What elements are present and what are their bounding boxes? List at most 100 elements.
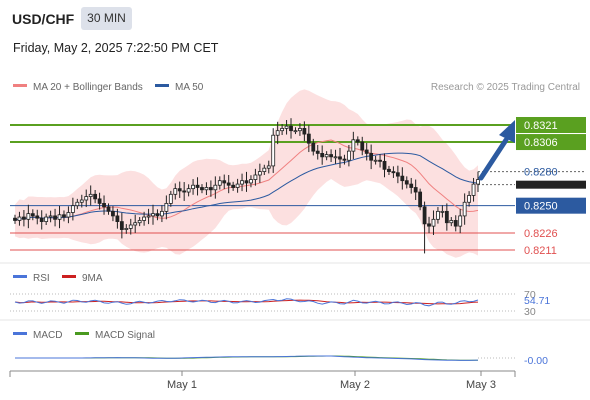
candle-body xyxy=(324,154,329,158)
forecast-arrow-shaft xyxy=(478,137,509,181)
candle-body xyxy=(289,125,293,132)
candle-body xyxy=(431,218,436,227)
candle-body xyxy=(142,216,147,221)
candle-body xyxy=(124,228,129,230)
resistance-label-box xyxy=(516,134,586,151)
candle-body xyxy=(39,217,44,222)
candle-body xyxy=(93,193,98,200)
forecast-arrow xyxy=(478,120,515,181)
candle-body xyxy=(235,183,240,188)
candle-body xyxy=(30,213,35,217)
macd-value-label: -0.00 xyxy=(524,355,548,367)
candle-body xyxy=(471,183,476,196)
x-tick-label: May 2 xyxy=(340,379,370,391)
ma50-legend-swatch xyxy=(155,84,169,87)
interval-badge[interactable]: 30 MIN xyxy=(81,7,132,30)
candle-body xyxy=(213,184,218,191)
candle-body xyxy=(315,150,320,154)
candle-body xyxy=(115,215,120,222)
candle-body xyxy=(26,213,31,220)
candle-body xyxy=(422,206,427,225)
candle-body xyxy=(404,180,409,185)
forecast-arrow-head xyxy=(499,120,515,143)
candle-body xyxy=(329,154,333,158)
candle-body xyxy=(311,142,316,152)
candle-body xyxy=(306,133,311,144)
candle-body xyxy=(320,153,325,158)
candle-body xyxy=(338,156,342,160)
candle-body xyxy=(133,222,138,226)
candle-body xyxy=(244,180,249,184)
symbol-title: USD/CHF xyxy=(12,11,75,27)
chart-datetime: Friday, May 2, 2025 7:22:50 PM CET xyxy=(13,41,219,55)
rsi-legend-label: RSI xyxy=(33,273,50,284)
candle-body xyxy=(155,213,160,217)
candle-body xyxy=(128,224,133,229)
resistance-label: 0.8306 xyxy=(524,137,558,149)
macd-line xyxy=(15,355,479,361)
candle-body xyxy=(231,184,236,188)
candle-body xyxy=(382,160,387,170)
pivot-label: 0.8250 xyxy=(524,201,558,213)
candle-body xyxy=(222,180,227,184)
ma50-line xyxy=(14,152,479,221)
candle-body xyxy=(195,184,200,188)
support-label: 0.8211 xyxy=(524,245,557,257)
ma20-legend-swatch xyxy=(13,84,27,87)
candle-body xyxy=(17,216,22,221)
x-tick-label: May 1 xyxy=(167,379,197,391)
candle-body xyxy=(57,214,62,220)
candle-body xyxy=(266,165,271,169)
candle-body xyxy=(355,139,360,143)
resistance-label-box xyxy=(516,117,586,133)
candle-body xyxy=(378,159,382,162)
candle-body xyxy=(119,221,124,230)
candle-body xyxy=(186,188,191,193)
candle-body xyxy=(351,139,356,152)
rsi-level-30: 30 xyxy=(524,306,536,318)
candle-body xyxy=(62,214,66,218)
candle-body xyxy=(476,179,480,185)
candle-body xyxy=(75,201,80,207)
rsi-legend-swatch xyxy=(13,275,27,278)
candle-body xyxy=(106,206,111,212)
candle-body xyxy=(35,215,40,219)
current-price-label: 0.8280 xyxy=(524,167,558,179)
macd-legend-label: MACD xyxy=(33,330,62,341)
resistance-label: 0.8321 xyxy=(524,120,558,132)
candle-body xyxy=(346,150,351,161)
candle-body xyxy=(364,149,369,154)
candle-body xyxy=(70,205,75,213)
chart-header: USD/CHF 30 MIN Friday, May 2, 2025 7:22:… xyxy=(0,0,590,70)
candle-body xyxy=(22,216,26,220)
x-axis-ticks: May 1 May 2 May 3 xyxy=(167,371,496,391)
candle-body xyxy=(373,159,378,162)
candle-body xyxy=(173,188,178,195)
rsi-value-label: 54.71 xyxy=(524,295,550,307)
candle-body xyxy=(271,134,276,167)
candle-body xyxy=(84,196,89,201)
candle-body xyxy=(391,171,396,174)
candle-body xyxy=(453,220,458,227)
candle-body xyxy=(280,128,285,132)
candle-body xyxy=(146,215,151,218)
candle-body xyxy=(168,193,173,204)
candle-body xyxy=(458,215,463,227)
candle-body xyxy=(88,193,93,197)
ma50-legend-label: MA 50 xyxy=(175,82,204,93)
candle-body xyxy=(413,187,418,193)
last-price-box xyxy=(516,180,586,189)
candle-body xyxy=(369,153,374,161)
candle-body xyxy=(137,220,142,224)
candle-body xyxy=(200,187,204,191)
candle-body xyxy=(48,215,53,218)
pivot-label-box xyxy=(516,197,586,214)
candle-body xyxy=(360,141,365,151)
candle-body xyxy=(97,198,102,204)
candle-body xyxy=(111,210,115,217)
candle-body xyxy=(102,203,106,208)
candle-body xyxy=(467,195,471,203)
price-level-labels: 0.8321 0.8306 0.8280 0.8250 0.8226 0.8211 xyxy=(516,117,586,257)
candle-body xyxy=(13,217,17,221)
